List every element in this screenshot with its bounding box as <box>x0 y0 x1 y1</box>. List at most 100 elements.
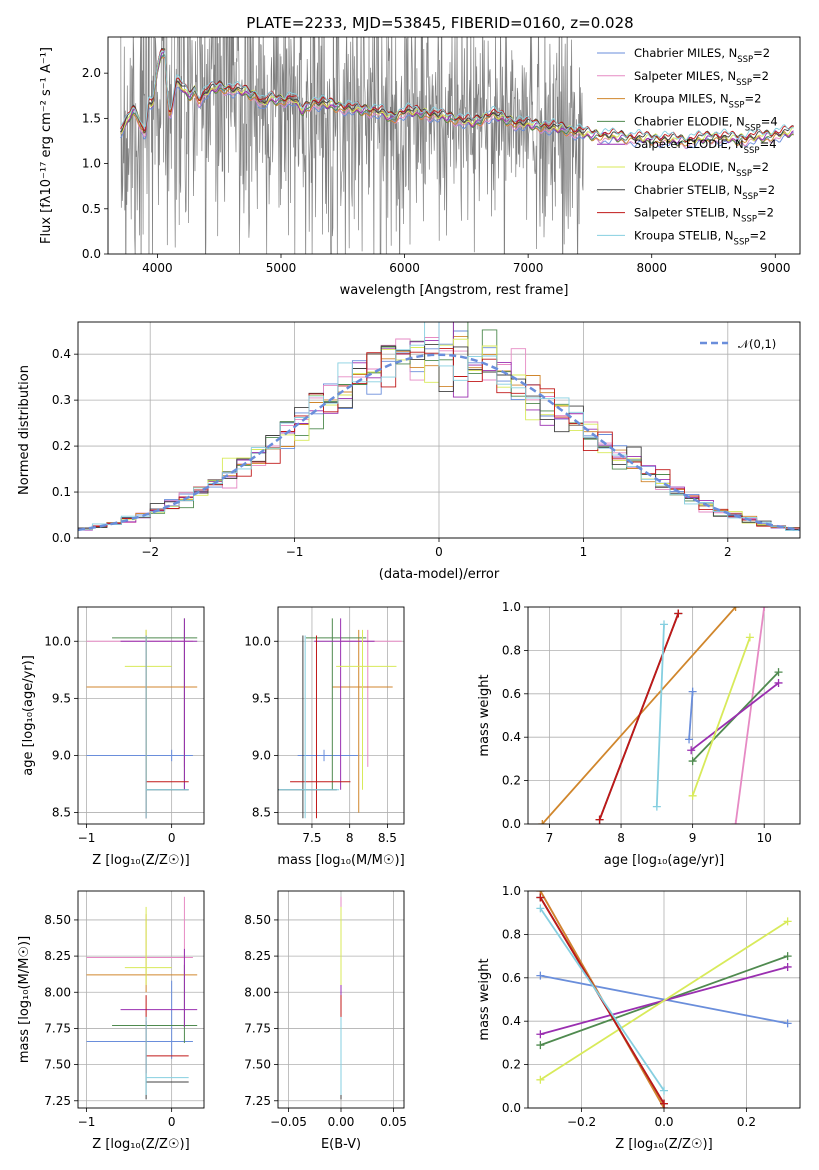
weight-marker <box>536 1041 545 1050</box>
y-tick-label: 0.4 <box>52 347 71 361</box>
y-tick-label: 1.5 <box>82 111 101 125</box>
y-tick-label: 0.5 <box>82 202 101 216</box>
weight-line <box>539 920 789 1081</box>
x-tick-label: 1 <box>580 545 588 559</box>
y-axis-label: Flux [fλ10⁻¹⁷ erg cm⁻² s⁻¹ A⁻¹] <box>39 47 54 244</box>
y-axis-label: mass weight <box>477 674 492 756</box>
weight-line <box>655 624 665 807</box>
histogram-chabrier-stelib <box>78 343 800 531</box>
weight-line <box>540 974 788 1025</box>
y-tick-label: 8.00 <box>244 985 271 999</box>
y-tick-label: 0.4 <box>502 1014 521 1028</box>
legend-entry: Kroupa MILES, NSSP=2 <box>634 92 761 111</box>
x-tick-label: 8 <box>617 831 625 845</box>
y-tick-label: 0.0 <box>502 1101 521 1115</box>
y-tick-label: 8.25 <box>44 949 71 963</box>
histogram-kroupa-stelib <box>78 322 800 532</box>
weight-marker <box>783 962 792 971</box>
y-tick-label: 0.8 <box>502 927 521 941</box>
y-tick-label: 7.25 <box>44 1094 71 1108</box>
y-tick-label: 7.50 <box>44 1058 71 1072</box>
x-tick-label: −0.2 <box>567 1115 596 1129</box>
legend-entry: Kroupa STELIB, NSSP=2 <box>634 228 766 247</box>
x-tick-label: 2 <box>724 545 732 559</box>
x-tick-label: −1 <box>286 545 304 559</box>
x-tick-label: 10 <box>757 831 772 845</box>
x-tick-label: 4000 <box>142 261 173 275</box>
y-tick-label: 0.8 <box>502 643 521 657</box>
y-tick-label: 8.5 <box>52 806 71 820</box>
weight-line <box>688 691 694 740</box>
y-tick-label: 0.3 <box>52 393 71 407</box>
weight-marker <box>783 952 792 961</box>
weight-marker <box>536 904 545 913</box>
y-axis-label: mass [log₁₀(M/M☉)] <box>17 936 32 1063</box>
y-tick-label: 0.6 <box>502 687 521 701</box>
plot-area <box>120 37 794 254</box>
y-tick-label: 10.0 <box>44 634 71 648</box>
weight-marker <box>595 815 604 824</box>
x-tick-label: −0.05 <box>270 1115 307 1129</box>
weight-line <box>691 637 751 797</box>
legend-entry: Kroupa ELODIE, NSSP=2 <box>634 160 769 179</box>
y-tick-label: 0.6 <box>502 971 521 985</box>
plot-area <box>86 896 198 1100</box>
x-axis-label: E(B-V) <box>321 1137 361 1152</box>
x-tick-label: 8000 <box>636 261 667 275</box>
weight-marker <box>688 791 697 800</box>
weight-line <box>598 613 680 821</box>
weight-marker <box>745 633 754 642</box>
weight-marker <box>536 971 545 980</box>
x-tick-label: 7 <box>546 831 554 845</box>
axes-frame <box>107 36 801 255</box>
x-tick-label: −2 <box>141 545 159 559</box>
x-tick-label: 0.00 <box>328 1115 355 1129</box>
y-tick-label: 1.0 <box>502 600 521 614</box>
x-tick-label: 9 <box>689 831 697 845</box>
figure-title: PLATE=2233, MJD=53845, FIBERID=0160, z=0… <box>246 14 633 32</box>
legend-entry: Chabrier ELODIE, NSSP=4 <box>634 114 778 133</box>
weight-marker <box>731 607 740 611</box>
plot-area <box>86 618 198 819</box>
weight-marker <box>660 620 668 629</box>
x-tick-label: 5000 <box>266 261 297 275</box>
axes-frame <box>77 890 205 1109</box>
legend-entry: Salpeter MILES, NSSP=2 <box>634 69 769 88</box>
weight-marker <box>774 678 783 687</box>
x-tick-label: −1 <box>78 1115 96 1129</box>
y-tick-label: 0.4 <box>502 730 521 744</box>
x-axis-label: Z [log₁₀(Z/Z☉)] <box>615 1137 712 1152</box>
weight-marker <box>652 802 661 811</box>
legend-entry: Salpeter STELIB, NSSP=2 <box>634 206 774 225</box>
x-tick-label: 9000 <box>760 261 791 275</box>
x-axis-label: mass [log₁₀(M/M☉)] <box>277 853 404 868</box>
x-axis-label: Z [log₁₀(Z/Z☉)] <box>92 853 189 868</box>
plot-area <box>278 618 402 819</box>
x-tick-label: 0 <box>168 1115 176 1129</box>
x-tick-label: 7000 <box>513 261 544 275</box>
y-axis-label: Normed distribution <box>17 365 32 495</box>
mass-vs-metallicity-panel: −1 0 7.25 7.50 7.75 8.00 8.25 8.50 Z [log₁₀(Z/Z☉… <box>17 890 205 1152</box>
weight-marker <box>688 687 697 696</box>
y-tick-label: 9.5 <box>52 691 71 705</box>
model-spectrum-kroupa-stelib <box>120 50 794 141</box>
x-tick-label: 8 <box>346 831 354 845</box>
weight-marker <box>660 1086 668 1095</box>
weight-marker <box>660 1099 668 1108</box>
y-tick-label: 10.0 <box>244 634 271 648</box>
weight-marker <box>688 757 697 766</box>
y-axis-label: age [log₁₀(age/yr)] <box>21 655 36 776</box>
y-tick-label: 8.00 <box>44 985 71 999</box>
y-tick-label: 1.0 <box>502 884 521 898</box>
x-tick-label: 0 <box>168 831 176 845</box>
y-tick-label: 9.5 <box>252 691 271 705</box>
y-tick-label: 0.1 <box>52 485 71 499</box>
weight-marker <box>536 1030 545 1039</box>
y-tick-label: 8.25 <box>244 949 271 963</box>
legend-entry: Chabrier STELIB, NSSP=2 <box>634 183 775 202</box>
mass-vs-extinction-panel: −0.05 0.00 0.05 7.25 7.50 7.75 8.00 8.25 8.50 E(B… <box>244 890 407 1152</box>
plot-area <box>78 322 800 532</box>
weight-marker <box>685 735 694 744</box>
axes-frame <box>527 606 801 825</box>
